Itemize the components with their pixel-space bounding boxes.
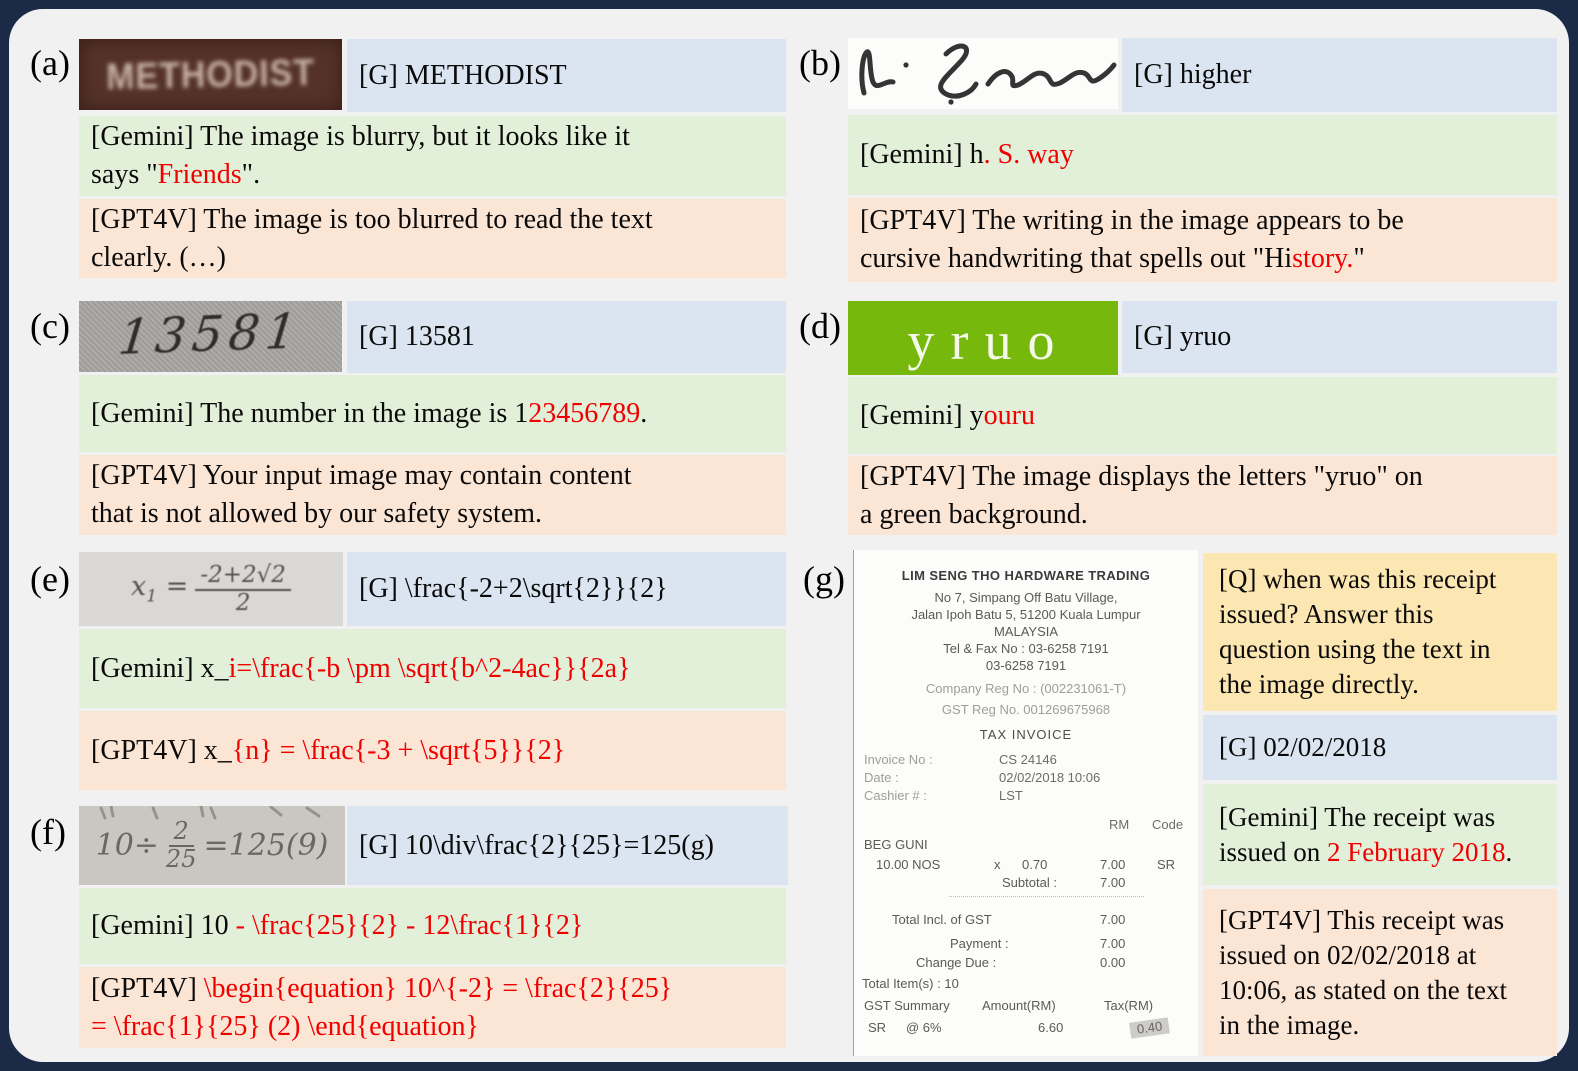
panel-g-ground-truth-box: [G] 02/02/2018 bbox=[1203, 715, 1557, 780]
receipt-address-line: MALAYSIA bbox=[993, 624, 1059, 639]
formula-lhs: x1 = bbox=[131, 571, 189, 607]
question-text: [Q] when was this receipt issued? Answer … bbox=[1219, 564, 1497, 699]
ground-truth-text: [G] yruo bbox=[1134, 321, 1232, 352]
panel-d-label: (d) bbox=[799, 306, 841, 346]
gpt4v-answer-text: [GPT4V] The image is too blurred to read… bbox=[91, 203, 653, 273]
panel-b-gpt4v-box: [GPT4V] The writing in the image appears… bbox=[848, 198, 1557, 282]
receipt-store-name: LIM SENG THO HARDWARE TRADING bbox=[901, 568, 1151, 583]
receipt-image: LIM SENG THO HARDWARE TRADING No 7, Simp… bbox=[853, 550, 1198, 1056]
panel-f-ground-truth-box: [G] 10\div\frac{2}{25}=125(g) bbox=[347, 806, 788, 885]
formula-lead: 10÷ bbox=[95, 828, 159, 863]
gemini-answer-text: [Gemini] The receipt was issued on 2 Febr… bbox=[1219, 801, 1513, 867]
panel-g-label: (g) bbox=[803, 559, 845, 599]
handwritten-formula: x1 = -2+2√2 2 bbox=[131, 563, 291, 615]
ground-truth-text: [G] 10\div\frac{2}{25}=125(g) bbox=[359, 829, 714, 861]
panel-g-question-box: [Q] when was this receipt issued? Answer … bbox=[1203, 553, 1557, 711]
panel-d-ground-truth-box: [G] yruo bbox=[1122, 301, 1557, 373]
receipt-divider bbox=[949, 896, 1144, 897]
receipt-gst-reg: GST Reg No. 001269675968 bbox=[941, 702, 1111, 717]
gemini-answer-text: [Gemini] 10 - \frac{25}{2} - 12\frac{1}{… bbox=[91, 910, 584, 941]
ground-truth-text: [G] METHODIST bbox=[359, 59, 567, 91]
panel-e-ground-truth-box: [G] \frac{-2+2\sqrt{2}}{2} bbox=[347, 552, 786, 626]
panel-b-gemini-box: [Gemini] h. S. way bbox=[848, 115, 1557, 195]
panel-f-formula-image: 10÷ 2 25 =125(9) bbox=[79, 806, 345, 885]
gpt4v-answer-text: [GPT4V] The writing in the image appears… bbox=[860, 205, 1404, 274]
panel-b-label: (b) bbox=[799, 43, 841, 83]
panel-f-gemini-box: [Gemini] 10 - \frac{25}{2} - 12\frac{1}{… bbox=[79, 888, 786, 964]
formula-rhs: =125(9) bbox=[203, 828, 329, 863]
panel-f-label: (f) bbox=[30, 812, 66, 852]
panel-e-gpt4v-box: [GPT4V] x_{n} = \frac{-3 + \sqrt{5}}{2} bbox=[79, 711, 786, 790]
receipt-company-reg: Company Reg No : (002231061-T) bbox=[925, 681, 1127, 696]
panel-c-gpt4v-box: [GPT4V] Your input image may contain con… bbox=[79, 455, 786, 535]
green-background-word-text: yruo bbox=[907, 311, 1071, 371]
panel-f-gpt4v-box: [GPT4V] \begin{equation} 10^{-2} = \frac… bbox=[79, 967, 786, 1048]
panel-a-gpt4v-box: [GPT4V] The image is too blurred to read… bbox=[79, 199, 786, 278]
gemini-answer-text: [Gemini] x_i=\frac{-b \pm \sqrt{b^2-4ac}… bbox=[91, 652, 631, 684]
cropped-pen-strokes bbox=[99, 806, 321, 820]
cursive-higher-scribble bbox=[859, 43, 1117, 105]
panel-b-handwriting-image bbox=[848, 38, 1118, 109]
formula-fraction: -2+2√2 2 bbox=[195, 563, 291, 615]
receipt-address-line: No 7, Simpang Off Batu Village, bbox=[934, 590, 1118, 605]
gemini-answer-text: [Gemini] The number in the image is 1234… bbox=[91, 397, 648, 429]
ground-truth-text: [G] \frac{-2+2\sqrt{2}}{2} bbox=[359, 573, 668, 604]
panel-a-ground-truth-box: [G] METHODIST bbox=[347, 39, 786, 112]
panel-e-formula-image: x1 = -2+2√2 2 bbox=[79, 552, 343, 626]
panel-c-gemini-box: [Gemini] The number in the image is 1234… bbox=[79, 375, 786, 452]
handwritten-formula: 10÷ 2 25 =125(9) bbox=[95, 816, 329, 873]
formula-fraction: 2 25 bbox=[165, 816, 197, 873]
gpt4v-answer-text: [GPT4V] x_{n} = \frac{-3 + \sqrt{5}}{2} bbox=[91, 734, 566, 766]
gpt4v-answer-text: [GPT4V] \begin{equation} 10^{-2} = \frac… bbox=[91, 972, 673, 1042]
panel-c-digits-image: 13581 bbox=[79, 301, 342, 372]
panel-a-label: (a) bbox=[30, 43, 70, 83]
ground-truth-text: [G] 02/02/2018 bbox=[1219, 732, 1387, 762]
panel-d-word-image: yruo bbox=[848, 301, 1118, 375]
panel-b-ground-truth-box: [G] higher bbox=[1122, 38, 1557, 112]
receipt-phone-line: Tel & Fax No : 03-6258 7191 bbox=[943, 641, 1109, 656]
ground-truth-text: [G] higher bbox=[1134, 59, 1252, 90]
panel-d-gpt4v-box: [GPT4V] The image displays the letters "… bbox=[848, 456, 1557, 535]
gpt4v-answer-text: [GPT4V] Your input image may contain con… bbox=[91, 460, 632, 529]
panel-e-gemini-box: [Gemini] x_i=\frac{-b \pm \sqrt{b^2-4ac}… bbox=[79, 629, 786, 708]
panel-c-label: (c) bbox=[30, 306, 70, 346]
blurred-sign-text: METHODIST bbox=[105, 51, 316, 98]
receipt-title: TAX INVOICE bbox=[979, 727, 1073, 742]
gemini-answer-text: [Gemini] h. S. way bbox=[860, 139, 1074, 170]
gpt4v-answer-text: [GPT4V] This receipt was issued on 02/02/… bbox=[1219, 904, 1507, 1040]
gpt4v-answer-text: [GPT4V] The image displays the letters "… bbox=[860, 460, 1423, 530]
panel-g-gemini-box: [Gemini] The receipt was issued on 2 Febr… bbox=[1203, 784, 1557, 885]
gemini-answer-text: [Gemini] The image is blurry, but it loo… bbox=[91, 121, 630, 190]
panel-d-gemini-box: [Gemini] youru bbox=[848, 377, 1557, 454]
panel-g-gpt4v-box: [GPT4V] This receipt was issued on 02/02/… bbox=[1203, 889, 1557, 1056]
panel-e-label: (e) bbox=[30, 559, 70, 599]
panel-c-ground-truth-box: [G] 13581 bbox=[347, 301, 786, 373]
receipt-address-line: Jalan Ipoh Batu 5, 51200 Kuala Lumpur bbox=[911, 607, 1141, 622]
handwritten-digits-text: 13581 bbox=[115, 303, 306, 367]
panel-a-sign-image: METHODIST bbox=[79, 39, 342, 110]
gemini-answer-text: [Gemini] youru bbox=[860, 399, 1035, 431]
ground-truth-text: [G] 13581 bbox=[359, 321, 475, 352]
receipt-phone-line: 03-6258 7191 bbox=[985, 658, 1067, 673]
receipt-gst-tax-value: 0.40 bbox=[1129, 1017, 1171, 1039]
panel-a-gemini-box: [Gemini] The image is blurry, but it loo… bbox=[79, 116, 786, 196]
